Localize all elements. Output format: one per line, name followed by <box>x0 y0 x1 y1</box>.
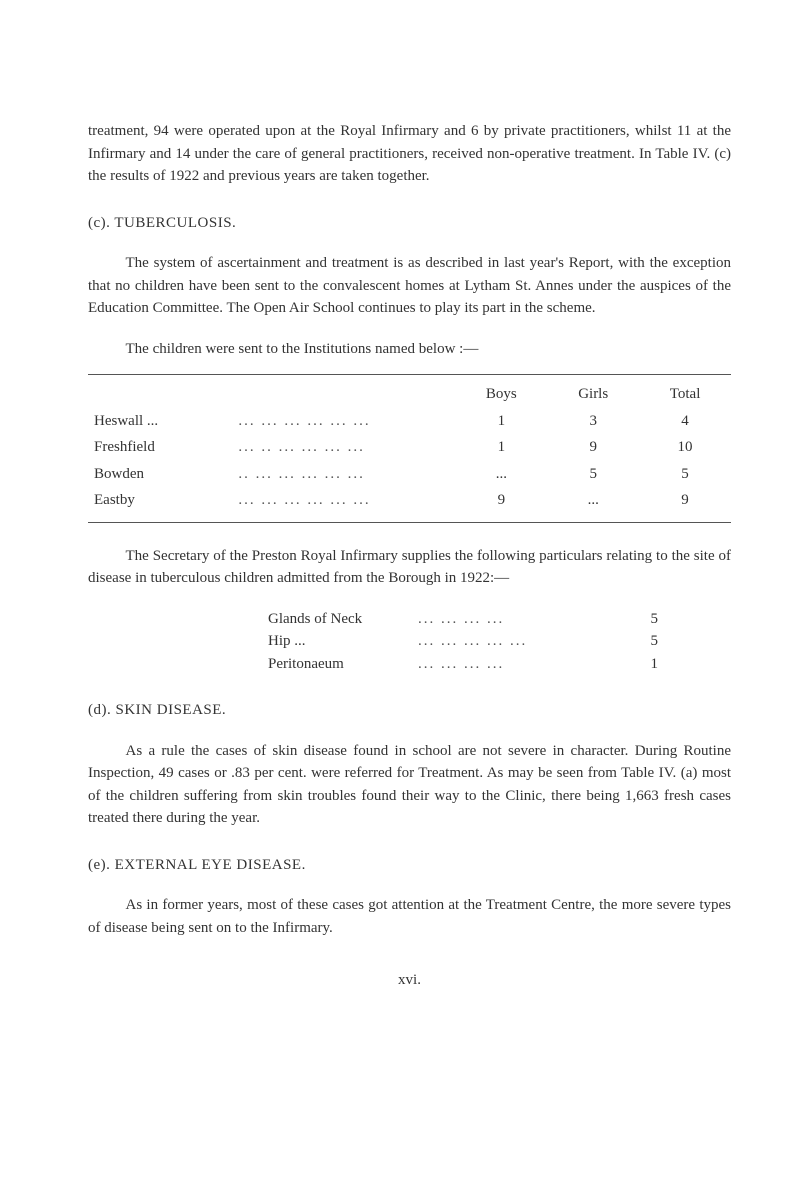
table-rule-top <box>88 374 731 375</box>
cell-boys: 1 <box>455 434 547 461</box>
table-rule-bottom <box>88 522 731 523</box>
cell-name: Heswall ... <box>88 408 232 435</box>
cell-girls: 3 <box>547 408 639 435</box>
supply-value: 1 <box>618 653 658 676</box>
cell-name: Freshfield <box>88 434 232 461</box>
cell-name: Bowden <box>88 461 232 488</box>
cell-dots: ... ... ... ... ... ... <box>232 487 455 514</box>
institutions-table: Boys Girls Total Heswall ... ... ... ...… <box>88 381 731 514</box>
table-caption: The children were sent to the Institutio… <box>88 338 731 361</box>
col-blank-1 <box>88 381 232 408</box>
para-eye-disease: As in former years, most of these cases … <box>88 894 731 939</box>
cell-total: 10 <box>639 434 731 461</box>
col-blank-2 <box>232 381 455 408</box>
cell-boys: 9 <box>455 487 547 514</box>
table-row: Bowden .. ... ... ... ... ... ... 5 5 <box>88 461 731 488</box>
heading-eye-disease: (e). EXTERNAL EYE DISEASE. <box>88 854 731 877</box>
supply-value: 5 <box>618 608 658 631</box>
supply-label: Hip ... <box>268 630 418 653</box>
para-supplies: The Secretary of the Preston Royal Infir… <box>88 545 731 590</box>
heading-skin-disease: (d). SKIN DISEASE. <box>88 699 731 722</box>
cell-boys: 1 <box>455 408 547 435</box>
cell-girls: 5 <box>547 461 639 488</box>
col-boys: Boys <box>455 381 547 408</box>
supply-label: Peritonaeum <box>268 653 418 676</box>
para-tuberculosis: The system of ascertainment and treatmen… <box>88 252 731 320</box>
table-row: Freshfield ... .. ... ... ... ... 1 9 10 <box>88 434 731 461</box>
cell-dots: ... .. ... ... ... ... <box>232 434 455 461</box>
table-row: Eastby ... ... ... ... ... ... 9 ... 9 <box>88 487 731 514</box>
page-number: xvi. <box>88 969 731 992</box>
cell-name: Eastby <box>88 487 232 514</box>
cell-total: 4 <box>639 408 731 435</box>
supply-value: 5 <box>618 630 658 653</box>
cell-girls: ... <box>547 487 639 514</box>
cell-dots: .. ... ... ... ... ... <box>232 461 455 488</box>
col-girls: Girls <box>547 381 639 408</box>
supply-dots: ... ... ... ... <box>418 608 618 631</box>
para-skin-disease: As a rule the cases of skin disease foun… <box>88 740 731 830</box>
table-row: Heswall ... ... ... ... ... ... ... 1 3 … <box>88 408 731 435</box>
supplies-list: Glands of Neck ... ... ... ... 5 Hip ...… <box>88 608 731 676</box>
table-header-row: Boys Girls Total <box>88 381 731 408</box>
list-item: Peritonaeum ... ... ... ... 1 <box>88 653 731 676</box>
supply-dots: ... ... ... ... <box>418 653 618 676</box>
supply-label: Glands of Neck <box>268 608 418 631</box>
supply-dots: ... ... ... ... ... <box>418 630 618 653</box>
list-item: Glands of Neck ... ... ... ... 5 <box>88 608 731 631</box>
cell-dots: ... ... ... ... ... ... <box>232 408 455 435</box>
cell-total: 5 <box>639 461 731 488</box>
cell-girls: 9 <box>547 434 639 461</box>
para-treatment: treatment, 94 were operated upon at the … <box>88 120 731 188</box>
col-total: Total <box>639 381 731 408</box>
cell-total: 9 <box>639 487 731 514</box>
list-item: Hip ... ... ... ... ... ... 5 <box>88 630 731 653</box>
cell-boys: ... <box>455 461 547 488</box>
heading-tuberculosis: (c). TUBERCULOSIS. <box>88 212 731 235</box>
